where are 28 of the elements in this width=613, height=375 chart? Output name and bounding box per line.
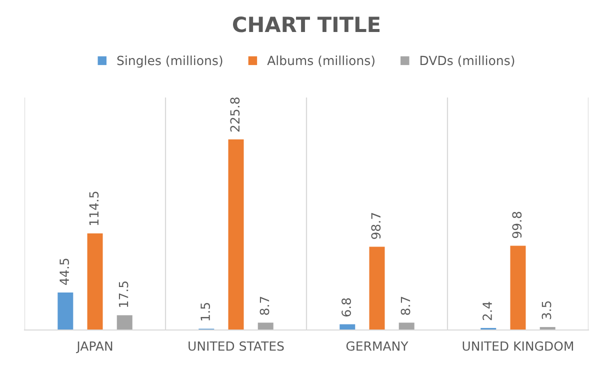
bar <box>228 139 244 330</box>
x-tick-label: UNITED STATES <box>188 341 284 351</box>
chart-title: CHART TITLE <box>232 16 380 32</box>
data-label: 8.7 <box>260 296 270 315</box>
legend-label: Albums (millions) <box>267 56 374 67</box>
data-label: 17.5 <box>118 282 128 307</box>
bar <box>87 233 103 330</box>
x-tick-label: GERMANY <box>346 341 408 351</box>
data-label: 1.5 <box>200 303 210 320</box>
x-tick-label: UNITED KINGDOM <box>462 341 574 351</box>
bar <box>398 322 414 330</box>
data-label: 6.8 <box>342 298 352 316</box>
legend-label: Singles (millions) <box>117 56 222 68</box>
data-label: 98.7 <box>371 212 381 239</box>
data-label: 44.5 <box>60 258 70 285</box>
data-label: 99.8 <box>512 212 522 238</box>
data-label: 114.5 <box>89 192 99 226</box>
data-label: 3.5 <box>542 301 552 320</box>
data-label: 8.7 <box>400 296 410 315</box>
bar <box>510 246 526 330</box>
bar <box>258 322 274 330</box>
bar <box>369 246 385 330</box>
bar <box>58 292 74 330</box>
data-label: 2.4 <box>482 302 492 320</box>
x-tick-label: JAPAN <box>76 341 112 354</box>
bar <box>116 315 132 330</box>
data-label: 225.8 <box>230 98 240 132</box>
legend-label: DVDs (millions) <box>420 56 514 67</box>
